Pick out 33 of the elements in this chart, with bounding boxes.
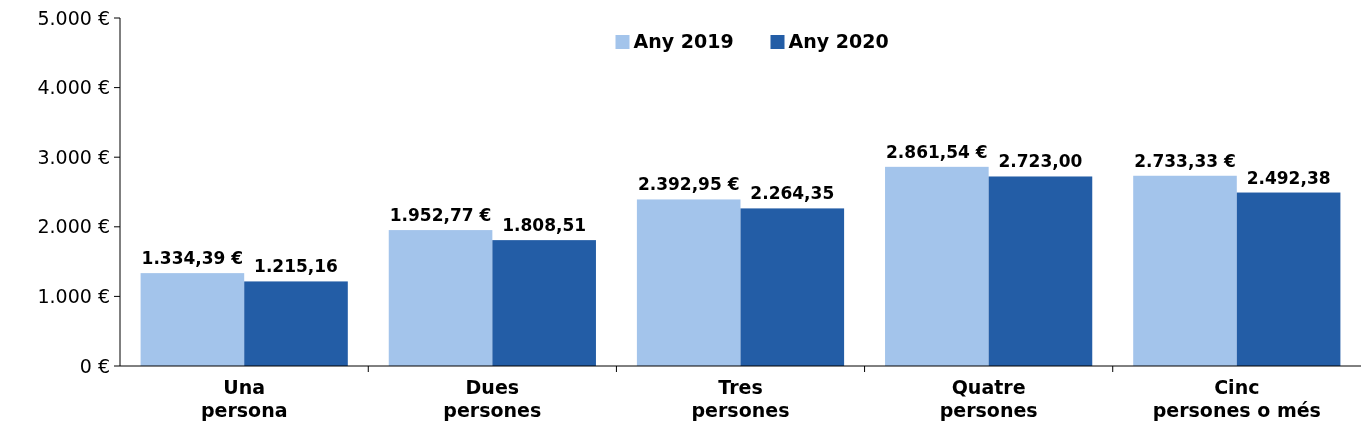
x-tick-label: Tres persones [691,376,790,421]
x-tick-label: Dues persones [443,376,542,421]
y-tick-label: 4.000 € [37,76,110,99]
data-label: 2.392,95 € [637,174,740,195]
data-label: 2.723,00 [998,151,1083,172]
data-label: 1.215,16 [254,256,338,277]
bar [388,230,493,366]
bar [1133,175,1237,366]
y-tick-label: 3.000 € [37,145,110,168]
y-tick-label: 5.000 € [37,6,110,29]
bar [740,208,845,366]
data-label: 2.861,54 € [886,141,988,162]
bar [244,281,348,366]
data-label: 1.952,77 € [389,205,492,226]
y-tick-label: 2.000 € [37,215,110,238]
data-label: 2.264,35 [750,183,835,204]
legend-label: Any 2019 [633,30,734,52]
x-tick-label: Una persona [200,376,288,421]
data-label: 2.492,38 [1246,167,1331,188]
bar [885,166,989,366]
y-tick-label: 1.000 € [37,285,110,308]
x-tick-label: Cinc persones o més [1152,376,1321,421]
bar [988,176,1093,366]
data-label: 2.733,33 € [1134,150,1236,171]
legend-label: Any 2020 [788,30,889,52]
y-tick-label: 0 € [79,354,110,377]
data-label: 1.808,51 [502,215,587,236]
x-tick-label: Quatre persones [939,376,1038,421]
bar [140,273,245,366]
bar [492,240,596,366]
bar [1236,192,1341,366]
data-label: 1.334,39 € [141,248,244,269]
bar [636,199,741,366]
